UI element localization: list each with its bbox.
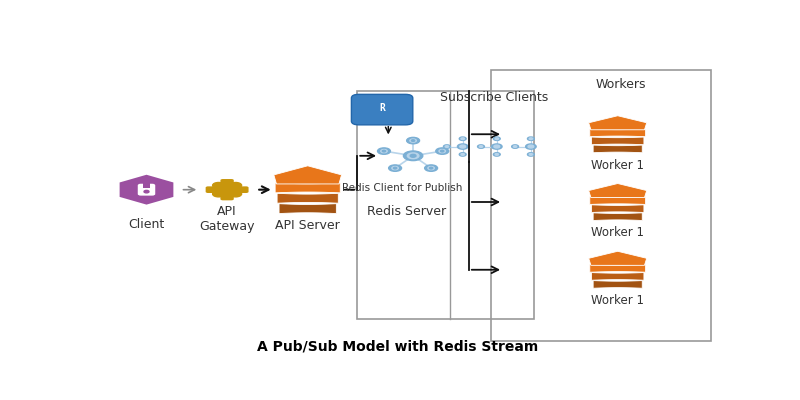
- Circle shape: [381, 150, 387, 153]
- FancyBboxPatch shape: [358, 102, 359, 103]
- Circle shape: [495, 138, 498, 140]
- Text: Client: Client: [128, 218, 165, 231]
- FancyBboxPatch shape: [403, 111, 405, 112]
- FancyBboxPatch shape: [351, 94, 413, 125]
- Circle shape: [529, 154, 533, 155]
- Circle shape: [403, 151, 422, 161]
- Circle shape: [512, 145, 518, 148]
- Circle shape: [411, 140, 414, 141]
- Circle shape: [389, 165, 402, 171]
- FancyBboxPatch shape: [142, 182, 150, 188]
- Circle shape: [213, 191, 225, 197]
- FancyBboxPatch shape: [221, 179, 234, 200]
- Circle shape: [410, 139, 416, 142]
- Polygon shape: [593, 145, 642, 153]
- Circle shape: [479, 146, 482, 148]
- Polygon shape: [274, 166, 342, 184]
- Circle shape: [495, 154, 498, 155]
- Circle shape: [494, 153, 500, 156]
- Text: R: R: [379, 104, 385, 114]
- Polygon shape: [118, 174, 174, 206]
- Circle shape: [439, 150, 446, 153]
- Circle shape: [144, 190, 149, 193]
- Circle shape: [410, 154, 416, 157]
- FancyBboxPatch shape: [368, 98, 370, 99]
- Circle shape: [526, 144, 536, 149]
- Polygon shape: [591, 137, 644, 145]
- FancyBboxPatch shape: [378, 121, 379, 122]
- Circle shape: [443, 145, 450, 148]
- Text: Redis Server: Redis Server: [367, 205, 446, 218]
- Polygon shape: [589, 116, 646, 130]
- Polygon shape: [275, 183, 340, 193]
- Circle shape: [230, 182, 242, 188]
- FancyBboxPatch shape: [386, 98, 388, 99]
- Circle shape: [407, 153, 419, 159]
- Circle shape: [459, 153, 466, 156]
- Circle shape: [459, 137, 466, 140]
- Polygon shape: [589, 251, 646, 265]
- Polygon shape: [593, 213, 642, 220]
- Text: A Pub/Sub Model with Redis Stream: A Pub/Sub Model with Redis Stream: [257, 339, 538, 353]
- FancyBboxPatch shape: [378, 98, 379, 99]
- Circle shape: [441, 150, 444, 152]
- Circle shape: [527, 137, 534, 140]
- FancyBboxPatch shape: [368, 121, 370, 122]
- Circle shape: [461, 138, 465, 140]
- Circle shape: [494, 137, 500, 140]
- Polygon shape: [591, 272, 644, 280]
- Circle shape: [461, 154, 465, 155]
- Circle shape: [394, 167, 397, 169]
- Circle shape: [213, 182, 225, 188]
- FancyBboxPatch shape: [138, 184, 155, 196]
- FancyBboxPatch shape: [206, 186, 249, 193]
- Circle shape: [478, 145, 485, 148]
- Circle shape: [514, 146, 517, 148]
- FancyBboxPatch shape: [358, 106, 359, 107]
- FancyBboxPatch shape: [358, 111, 359, 112]
- Polygon shape: [277, 193, 338, 203]
- Text: Workers: Workers: [595, 78, 646, 92]
- Text: API Server: API Server: [275, 218, 340, 232]
- FancyBboxPatch shape: [403, 102, 405, 103]
- Circle shape: [392, 166, 398, 170]
- Circle shape: [460, 145, 466, 148]
- Circle shape: [491, 144, 502, 149]
- Text: Subscribe Clients: Subscribe Clients: [439, 91, 548, 104]
- Circle shape: [230, 191, 242, 197]
- FancyBboxPatch shape: [396, 121, 398, 122]
- FancyBboxPatch shape: [403, 106, 405, 107]
- Circle shape: [445, 146, 449, 148]
- Circle shape: [528, 145, 534, 148]
- Circle shape: [428, 166, 434, 170]
- Text: Worker 1: Worker 1: [591, 226, 644, 239]
- Polygon shape: [593, 281, 642, 288]
- Polygon shape: [590, 264, 646, 272]
- Circle shape: [430, 167, 433, 169]
- Text: API
Gateway: API Gateway: [199, 205, 255, 233]
- Circle shape: [529, 138, 533, 140]
- Circle shape: [406, 137, 419, 144]
- Circle shape: [378, 148, 390, 154]
- FancyBboxPatch shape: [396, 98, 398, 99]
- Text: Worker 1: Worker 1: [591, 294, 644, 307]
- Polygon shape: [590, 197, 646, 204]
- Circle shape: [458, 144, 468, 149]
- FancyBboxPatch shape: [386, 121, 388, 122]
- Polygon shape: [591, 205, 644, 212]
- Circle shape: [527, 153, 534, 156]
- Circle shape: [382, 150, 386, 152]
- Polygon shape: [279, 204, 336, 214]
- Circle shape: [436, 148, 449, 154]
- Text: Redis Client for Publish: Redis Client for Publish: [342, 183, 462, 193]
- Polygon shape: [589, 184, 646, 198]
- Text: Worker 1: Worker 1: [591, 158, 644, 172]
- Circle shape: [425, 165, 438, 171]
- Circle shape: [494, 145, 500, 148]
- Polygon shape: [590, 129, 646, 137]
